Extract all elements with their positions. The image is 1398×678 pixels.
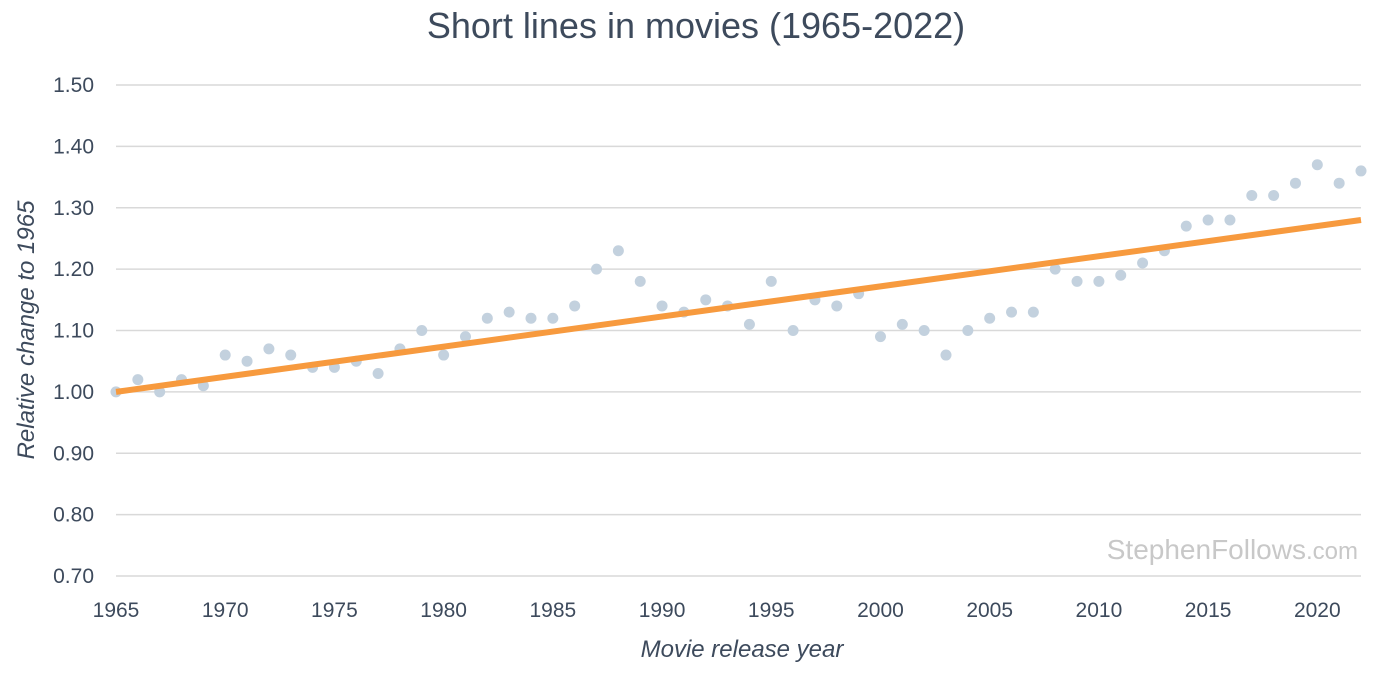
data-point <box>1246 189 1258 201</box>
y-tick-label: 1.20 <box>53 258 94 281</box>
data-point <box>263 343 275 355</box>
x-tick-label: 1985 <box>529 599 576 622</box>
x-axis-ticks: 1965 1970 1975 1980 1985 1990 1995 2000 2005 2010… <box>93 599 1341 622</box>
data-point <box>481 312 493 324</box>
y-tick-label: 1.30 <box>53 197 94 220</box>
data-point <box>1289 177 1301 189</box>
data-point <box>1071 275 1083 287</box>
data-point <box>1311 159 1323 171</box>
data-point <box>525 312 537 324</box>
x-tick-label: 1965 <box>93 599 140 622</box>
data-point <box>1355 165 1367 177</box>
data-point <box>1224 214 1236 226</box>
y-axis-label: Relative change to 1965 <box>13 200 40 460</box>
data-point <box>743 318 755 330</box>
data-point <box>547 312 559 324</box>
data-point <box>962 325 974 336</box>
x-tick-label: 2015 <box>1185 599 1232 622</box>
y-tick-label: 0.90 <box>53 442 94 465</box>
data-point <box>1333 177 1345 189</box>
watermark: StephenFollows.com <box>1107 534 1358 565</box>
x-tick-label: 2020 <box>1294 599 1341 622</box>
x-tick-label: 1970 <box>202 599 249 622</box>
data-point <box>634 275 646 287</box>
data-point <box>591 263 603 275</box>
data-point <box>1027 306 1039 318</box>
data-point <box>1093 275 1105 287</box>
data-point <box>984 312 996 324</box>
trendline-group <box>115 217 1362 395</box>
data-point <box>1006 306 1018 318</box>
data-point <box>1137 257 1149 269</box>
data-point <box>1268 189 1280 201</box>
data-point <box>219 349 231 361</box>
data-point <box>896 318 908 330</box>
data-point <box>1180 220 1192 232</box>
data-point <box>438 349 450 361</box>
y-tick-label: 1.40 <box>53 135 94 158</box>
data-point <box>940 349 952 361</box>
watermark-suffix: .com <box>1306 538 1358 565</box>
data-point <box>700 294 712 306</box>
trendline <box>115 217 1362 395</box>
data-point <box>612 245 624 257</box>
x-tick-label: 1975 <box>311 599 358 622</box>
x-tick-label: 1980 <box>420 599 467 622</box>
watermark-main: StephenFollows <box>1107 534 1306 565</box>
data-point <box>656 300 668 312</box>
data-point <box>372 367 384 379</box>
y-axis-ticks: 0.70 0.80 0.90 1.00 1.10 1.20 1.30 1.40 1.50 <box>53 74 94 588</box>
y-tick-label: 1.00 <box>53 381 94 404</box>
x-tick-label: 1990 <box>639 599 686 622</box>
data-point <box>132 374 144 386</box>
x-axis-label: Movie release year <box>641 636 845 663</box>
y-tick-label: 1.50 <box>53 74 94 97</box>
data-point <box>241 355 253 367</box>
x-tick-label: 2010 <box>1076 599 1123 622</box>
y-tick-label: 0.70 <box>53 565 94 588</box>
data-point <box>285 349 297 361</box>
data-point <box>874 331 886 343</box>
data-point <box>1202 214 1214 226</box>
y-tick-label: 1.10 <box>53 320 94 343</box>
x-tick-label: 2005 <box>966 599 1013 622</box>
data-point <box>416 325 428 336</box>
chart-title: Short lines in movies (1965-2022) <box>427 5 965 46</box>
data-point <box>503 306 515 318</box>
x-tick-label: 2000 <box>857 599 904 622</box>
data-point <box>765 275 777 287</box>
data-point <box>459 331 471 343</box>
data-point <box>918 325 930 336</box>
gridlines <box>116 84 1361 577</box>
data-point <box>1115 269 1127 281</box>
data-points <box>110 159 1367 398</box>
data-point <box>569 300 581 312</box>
data-point <box>831 300 843 312</box>
y-tick-label: 0.80 <box>53 504 94 527</box>
data-point <box>787 325 799 336</box>
data-point <box>1049 263 1061 275</box>
x-tick-label: 1995 <box>748 599 795 622</box>
